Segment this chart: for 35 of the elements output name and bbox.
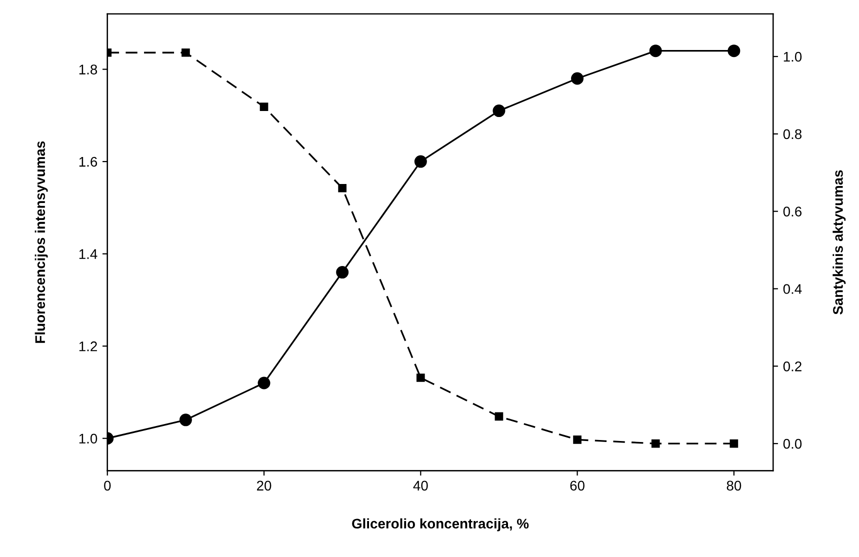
- point: [651, 439, 660, 448]
- point: [414, 155, 427, 168]
- x-tick-label: 80: [726, 480, 742, 491]
- y2-tick-label: 0.8: [783, 129, 802, 140]
- x-axis-title: Glicerolio koncentracija, %: [352, 518, 529, 532]
- y-tick-label: 1.0: [79, 434, 98, 444]
- y-tick-label: 1.4: [79, 249, 98, 259]
- point: [258, 376, 270, 390]
- y-tick-label: 1.2: [79, 341, 97, 352]
- y-axis-title: Fluorencencijos intensyvumas: [34, 141, 48, 343]
- point: [260, 102, 268, 111]
- x-tick-label: 40: [413, 480, 428, 491]
- y2-tick-label: 0.6: [783, 206, 802, 216]
- point: [730, 439, 738, 448]
- point: [182, 48, 190, 57]
- point: [338, 184, 347, 192]
- point: [649, 44, 662, 58]
- y2-axis-title: Santykinis aktyvumas: [832, 170, 846, 314]
- point: [179, 414, 192, 426]
- point: [571, 72, 584, 85]
- point: [416, 374, 425, 382]
- y-tick-label: 1.8: [79, 64, 98, 74]
- point: [494, 412, 504, 421]
- y-tick-label: 1.6: [79, 156, 98, 167]
- point: [336, 266, 349, 279]
- point: [573, 436, 582, 444]
- y2-tick-label: 0.4: [783, 284, 802, 294]
- x-tick-label: 20: [256, 480, 272, 491]
- x-tick-label: 60: [570, 480, 584, 491]
- y2-tick-label: 0.0: [783, 438, 802, 449]
- y2-tick-label: 0.2: [783, 361, 802, 372]
- x-tick-label: 0: [104, 480, 111, 491]
- point: [492, 104, 506, 118]
- y2-tick-label: 1.0: [784, 52, 802, 62]
- point: [728, 44, 740, 58]
